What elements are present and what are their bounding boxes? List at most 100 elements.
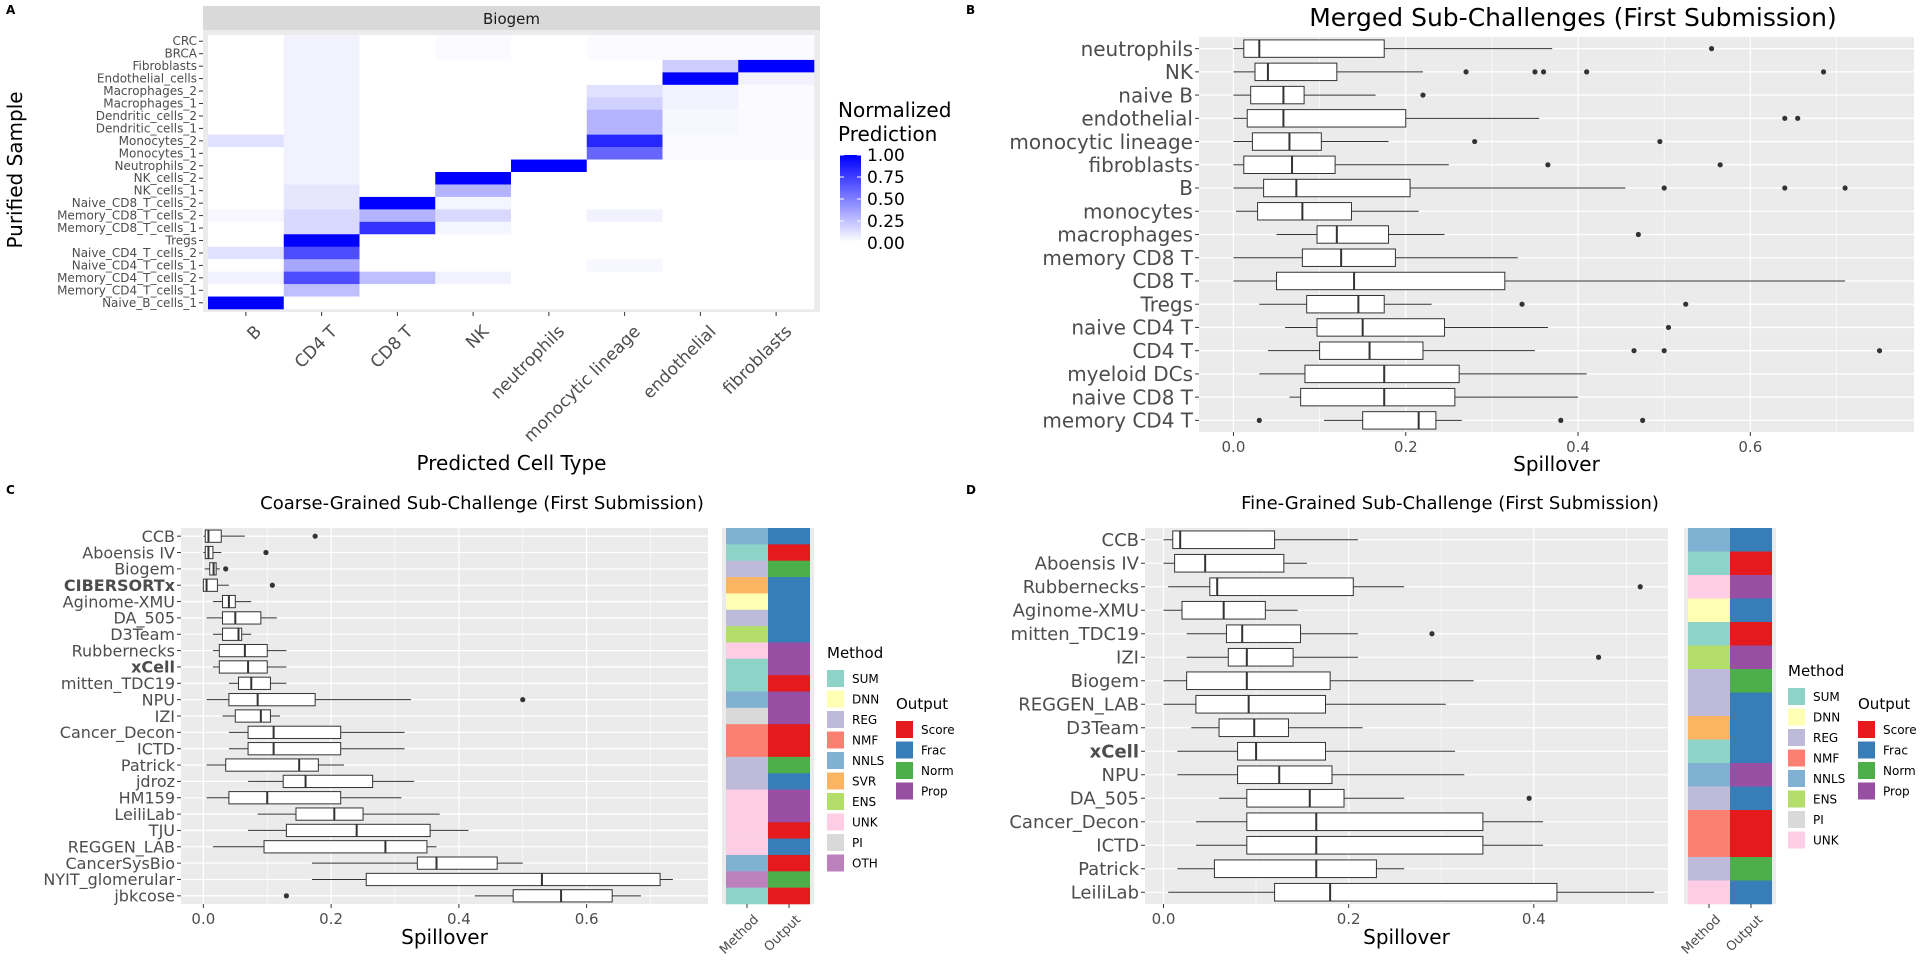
- box-iqr: [228, 791, 342, 805]
- legend-gradient-step: [840, 227, 861, 231]
- box-iqr: [1304, 364, 1460, 384]
- heat-cell-memory-cd4-t-cells-1-monocytic-lineage: [586, 284, 663, 297]
- heat-cell-brca-fibroblasts: [738, 47, 815, 61]
- box-myeloid-dcs: [1259, 364, 1587, 384]
- x-tick-label: 0.6: [1738, 438, 1762, 456]
- y-tick-label: HM159: [119, 788, 175, 807]
- outlier-point: [1683, 301, 1689, 307]
- heat-cell-dendritic-cells-1-endothelial: [662, 122, 739, 135]
- heat-cell-endothelial-cells-monocytic-lineage: [586, 72, 663, 86]
- outlier-point: [1558, 417, 1564, 423]
- legend-gradient-step: [840, 181, 861, 184]
- legend-key-reg: [827, 711, 844, 728]
- box-iqr: [416, 856, 498, 870]
- heat-cell-naive-cd4-t-cells-1-endothelial: [662, 259, 739, 272]
- legend-gradient-step: [840, 238, 861, 242]
- legend-gradient-step: [840, 203, 861, 206]
- heat-cell-dendritic-cells-2-cd4-t: [283, 109, 360, 123]
- tile-ens: [726, 626, 768, 643]
- box-monocytes: [1236, 202, 1419, 221]
- legend-key-ens: [1788, 790, 1805, 808]
- method-legend-title: Method: [827, 644, 883, 662]
- tile-frac: [768, 577, 810, 594]
- heat-cell-crc-b: [208, 35, 285, 48]
- y-tick-label: naive B: [1118, 83, 1193, 107]
- legend-gradient-step: [840, 155, 861, 158]
- legend-gradient-step: [840, 196, 861, 200]
- y-tick-label: monocytes: [1083, 199, 1193, 223]
- box-mitten-tdc19: [1186, 624, 1435, 644]
- tile-prop: [768, 642, 810, 660]
- legend-label: NNLS: [1813, 772, 1845, 786]
- outlier-point: [1657, 138, 1663, 145]
- box-iqr: [234, 709, 271, 723]
- legend-key-prop: [896, 782, 913, 800]
- heat-cell-macrophages-2-cd4-t: [283, 84, 360, 98]
- heat-cell-memory-cd8-t-cells-2-monocytic-lineage: [586, 209, 663, 223]
- legend-gradient-step: [840, 166, 861, 169]
- panel-a-heatmap: A Biogem CRCBRCAFibroblastsEndothelial_cel…: [3, 3, 951, 475]
- heat-cell-monocytes-2-cd4-t: [283, 134, 360, 148]
- legend-label: Norm: [921, 764, 954, 778]
- outlier-point: [1661, 185, 1667, 191]
- heat-cell-tregs-endothelial: [662, 234, 739, 248]
- panel-d-fine-boxplot: D Fine-Grained Sub-Challenge (First Submi…: [966, 483, 1917, 958]
- heat-cell-fibroblasts-b: [208, 59, 285, 73]
- heat-cell-monocytes-1-nk: [435, 147, 512, 160]
- tile-prop: [1730, 575, 1772, 599]
- legend-tick-label: 0.50: [867, 190, 905, 210]
- x-tick-label: NK: [462, 321, 494, 353]
- legend-gradient-step: [840, 223, 861, 226]
- legend-gradient-step: [840, 161, 861, 165]
- legend-gradient-step: [840, 185, 861, 189]
- heat-cell-neutrophils-2-b: [208, 159, 285, 173]
- heat-cell-dendritic-cells-2-fibroblasts: [738, 109, 815, 123]
- y-tick-label: LeiliLab: [1071, 883, 1139, 904]
- y-tick-label: naive CD8 T: [1071, 385, 1193, 409]
- box-iqr: [1276, 271, 1506, 291]
- box-iqr: [1225, 624, 1302, 644]
- heat-cell-naive-b-cells-1-monocytic-lineage: [586, 296, 663, 310]
- box-iqr: [1186, 671, 1331, 691]
- tile-score: [768, 887, 810, 905]
- heat-cell-monocytes-1-cd8-t: [359, 147, 436, 160]
- tile-frac: [768, 528, 810, 545]
- heat-cell-crc-neutrophils: [511, 35, 588, 48]
- heat-cell-monocytes-1-endothelial: [662, 147, 739, 160]
- y-tick-label: ICTD: [1096, 836, 1139, 857]
- y-tick-label: CCB: [1102, 530, 1140, 551]
- box-iqr: [1227, 647, 1294, 667]
- heat-cell-naive-b-cells-1-b: [208, 296, 285, 310]
- y-tick-label: Naive_CD4_T_cells_1: [72, 258, 197, 272]
- tile-nnls: [726, 528, 768, 545]
- legend-label: UNK: [1813, 834, 1840, 848]
- box-iqr: [1316, 225, 1390, 244]
- outlier-point: [1519, 301, 1525, 307]
- tile-column-label: Method: [717, 912, 762, 957]
- y-tick-label: Tregs: [1140, 292, 1193, 316]
- y-tick-label: CRC: [173, 34, 198, 48]
- tile-score: [1730, 551, 1772, 576]
- heat-cell-dendritic-cells-1-fibroblasts: [738, 122, 815, 135]
- tile-score: [1730, 622, 1772, 646]
- heat-cell-neutrophils-2-fibroblasts: [738, 159, 815, 173]
- legend-tick-label: 0.75: [867, 168, 905, 188]
- legend-gradient-step: [840, 201, 861, 204]
- heat-cell-tregs-cd4-t: [283, 234, 360, 248]
- tile-frac: [768, 609, 810, 627]
- tile-unk: [726, 789, 768, 807]
- heat-cell-naive-b-cells-1-cd8-t: [359, 296, 436, 310]
- legend-label: REG: [852, 713, 877, 727]
- tile-prop: [1730, 763, 1772, 787]
- heat-cell-memory-cd8-t-cells-2-endothelial: [662, 209, 739, 223]
- legend-gradient-step: [840, 205, 861, 209]
- x-tick-label: CD4 T: [291, 321, 342, 372]
- y-tick-label: DA_505: [1070, 789, 1139, 810]
- legend-gradient-step: [840, 216, 861, 220]
- y-tick-label: CancerSysBio: [65, 854, 175, 873]
- heat-cell-naive-cd8-t-cells-2-neutrophils: [511, 196, 588, 210]
- outlier-point: [1584, 69, 1590, 75]
- box-iqr: [225, 758, 319, 772]
- tile-svr: [1688, 716, 1730, 740]
- heat-cell-memory-cd4-t-cells-1-endothelial: [662, 284, 739, 297]
